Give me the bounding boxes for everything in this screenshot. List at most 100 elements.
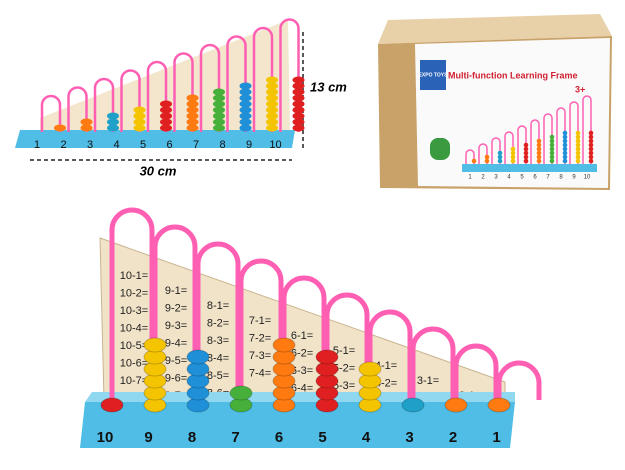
arch <box>367 309 413 400</box>
small-bead <box>160 100 172 108</box>
box-bead <box>549 142 555 148</box>
box-bead <box>575 134 581 140</box>
box-base-label: 7 <box>546 175 550 181</box>
small-arch <box>67 86 88 132</box>
box-arch <box>517 125 527 164</box>
box-bead <box>562 138 568 144</box>
bead <box>358 361 382 377</box>
small-bead <box>292 100 305 108</box>
box-bead <box>588 134 594 140</box>
bead <box>315 349 339 365</box>
small-bead <box>133 112 146 120</box>
equation: 7-2= <box>249 332 271 344</box>
bead <box>401 397 425 413</box>
bead <box>444 397 468 413</box>
base-label: 7 <box>231 429 239 446</box>
box-bead <box>588 146 594 152</box>
small-bead <box>213 94 225 102</box>
small-bead <box>266 118 278 126</box>
equation: 8-2= <box>207 317 229 329</box>
box-bead <box>549 146 555 152</box>
box-bead <box>575 146 581 152</box>
box-front <box>415 38 610 188</box>
small-bead <box>266 100 278 108</box>
small-arch <box>120 69 141 132</box>
small-arch <box>252 26 274 132</box>
box-bead <box>562 150 568 156</box>
box-base-label: 5 <box>520 175 524 181</box>
equation: 9-4= <box>165 337 187 349</box>
small-bead <box>186 118 199 126</box>
box-bead <box>562 142 568 148</box>
equation: 9-2= <box>165 302 187 314</box>
base-label: 1 <box>492 429 500 446</box>
small-base-label: 9 <box>246 139 252 151</box>
box-bead <box>575 138 581 144</box>
base <box>80 402 515 448</box>
box-bead <box>523 150 529 156</box>
box-bead <box>588 142 594 148</box>
equation: 7-4= <box>249 367 271 379</box>
equation: 8-5= <box>207 370 229 382</box>
box-bead <box>536 150 542 156</box>
box-bead <box>510 154 516 160</box>
box-arch <box>530 119 540 164</box>
box-bead <box>562 130 568 136</box>
equation: 8-3= <box>207 335 229 347</box>
small-arch <box>279 18 300 132</box>
equation: 5-1= <box>333 345 355 357</box>
small-base-label: 5 <box>140 139 146 151</box>
small-bead <box>266 124 278 132</box>
box-bead <box>484 154 490 160</box>
small-bead <box>266 94 278 102</box>
small-base-label: 10 <box>269 139 281 151</box>
box-bead <box>536 142 542 148</box>
small-bead <box>239 112 252 120</box>
box-brand: EXPO TOYS <box>419 72 448 78</box>
arch <box>410 326 456 400</box>
box-bead <box>523 154 529 160</box>
equation: 5-2= <box>333 362 355 374</box>
small-bead <box>186 112 199 120</box>
box-bead <box>536 138 542 144</box>
box-bead <box>536 158 542 164</box>
small-base-label: 7 <box>193 139 199 151</box>
small-arch <box>93 77 115 132</box>
box-bead <box>497 158 503 164</box>
box-bead <box>549 154 555 160</box>
small-bead <box>107 118 119 126</box>
box-bead <box>471 158 477 164</box>
box-arch <box>504 131 514 164</box>
small-bead <box>266 112 278 120</box>
bead <box>186 349 210 365</box>
small-bead <box>133 124 146 132</box>
bead <box>487 397 511 413</box>
small-bead <box>266 82 278 90</box>
box-bead <box>497 150 503 156</box>
small-bead <box>292 76 305 84</box>
box-arch <box>543 113 553 164</box>
equation: 7-1= <box>249 315 271 327</box>
box-bead <box>588 138 594 144</box>
box-bead <box>588 150 594 156</box>
small-bead <box>80 124 93 132</box>
equation: 10-1= <box>120 270 148 282</box>
small-bead <box>186 124 199 132</box>
bead <box>272 337 296 353</box>
small-bead <box>133 106 146 114</box>
small-bead <box>80 118 93 126</box>
small-base-label: 1 <box>34 139 40 151</box>
small-bead <box>160 106 172 114</box>
box-bead <box>536 146 542 152</box>
box-age: 3+ <box>575 84 585 94</box>
equation: 6-2= <box>291 347 313 359</box>
base-label: 4 <box>362 429 371 446</box>
box-bead <box>549 134 555 140</box>
small-bead <box>213 112 225 120</box>
small-bead <box>54 124 66 132</box>
small-bead <box>292 82 305 90</box>
small-base-label: 6 <box>166 139 172 151</box>
base-label: 8 <box>188 429 196 446</box>
arch <box>238 258 284 400</box>
